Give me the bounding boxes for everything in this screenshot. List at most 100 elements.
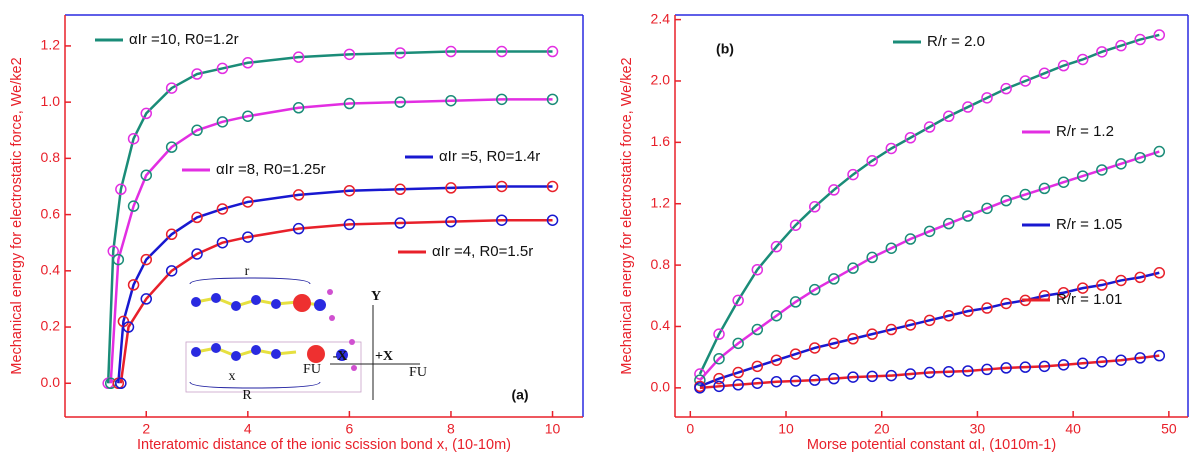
- y-tick-label: 1.2: [651, 194, 671, 210]
- x-tick-label: 0: [686, 421, 694, 437]
- data-point: [1076, 53, 1089, 66]
- data-point: [828, 184, 840, 196]
- data-point: [828, 273, 840, 285]
- data-point: [1115, 354, 1127, 366]
- data-point: [292, 51, 305, 63]
- data-point: [1096, 46, 1108, 58]
- data-point: [1134, 352, 1146, 364]
- data-point: [1019, 75, 1032, 87]
- data-point: [140, 107, 153, 120]
- data-point: [942, 309, 955, 322]
- legend-label: αIr =5, R0=1.4r: [439, 148, 540, 165]
- data-point: [1057, 359, 1070, 371]
- inset-diagram: [185, 277, 420, 400]
- data-point: [942, 110, 955, 123]
- data-point: [1096, 164, 1108, 176]
- data-point: [495, 180, 508, 193]
- y-tick-label: 0.0: [651, 379, 671, 395]
- annotation: x: [229, 369, 236, 384]
- data-point: [751, 377, 764, 389]
- data-point: [713, 380, 725, 393]
- data-point: [394, 96, 406, 108]
- data-point: [546, 93, 559, 106]
- data-point: [828, 372, 840, 385]
- data-point: [1076, 282, 1089, 294]
- data-point: [962, 101, 974, 113]
- data-point: [847, 168, 859, 181]
- annotation: R: [242, 388, 252, 403]
- data-point: [713, 372, 725, 385]
- x-tick-label: 40: [1065, 421, 1081, 437]
- data-point: [1000, 297, 1012, 310]
- data-point: [242, 57, 254, 69]
- data-point: [732, 366, 744, 379]
- series-line: [698, 150, 1160, 382]
- data-point: [495, 45, 508, 58]
- data-point: [923, 314, 936, 327]
- data-point: [1134, 33, 1146, 46]
- y-tick-label: 2.4: [651, 10, 671, 26]
- data-point: [140, 293, 153, 305]
- data-point: [866, 155, 878, 167]
- data-point: [127, 132, 140, 145]
- data-point: [343, 48, 356, 61]
- data-point: [1000, 362, 1012, 374]
- data-point: [140, 253, 153, 266]
- data-point: [165, 82, 178, 94]
- data-point: [923, 225, 936, 238]
- data-point: [789, 348, 802, 360]
- data-point: [942, 365, 955, 378]
- data-point: [546, 180, 559, 193]
- annotation: +X: [375, 349, 393, 364]
- annotation: Y: [371, 289, 381, 304]
- annotation: (b): [716, 41, 734, 57]
- x-tick-label: 10: [545, 421, 561, 437]
- legend-label: R/r = 1.2: [1056, 123, 1114, 140]
- data-point: [191, 68, 203, 80]
- data-point: [1153, 349, 1166, 362]
- data-point: [445, 45, 457, 58]
- y-tick-label: 1.0: [41, 93, 61, 109]
- data-point: [1057, 59, 1070, 72]
- data-point: [343, 97, 356, 110]
- data-point: [770, 375, 783, 388]
- data-point: [866, 328, 878, 340]
- data-point: [191, 211, 203, 224]
- y-axis-label: Mechanical energy for electrostatic forc…: [619, 57, 635, 374]
- legend-label: R/r = 1.01: [1056, 291, 1122, 308]
- data-point: [1038, 67, 1051, 80]
- annotation: r: [245, 264, 250, 279]
- data-point: [847, 262, 859, 274]
- data-point: [694, 382, 706, 394]
- data-point: [981, 363, 993, 376]
- data-point: [808, 201, 821, 213]
- y-tick-label: 0.2: [41, 318, 61, 334]
- data-point: [1153, 267, 1166, 279]
- data-point: [394, 217, 406, 229]
- data-point: [112, 253, 125, 266]
- data-point: [808, 374, 821, 386]
- series-line: [699, 271, 1160, 388]
- data-point: [1134, 151, 1146, 164]
- data-point: [292, 102, 305, 114]
- data-point: [292, 189, 305, 201]
- data-point: [445, 94, 457, 107]
- data-point: [343, 184, 356, 197]
- data-point: [216, 62, 229, 75]
- data-point: [1000, 194, 1012, 207]
- y-tick-label: 0.4: [41, 262, 61, 278]
- data-point: [292, 222, 305, 235]
- data-point: [546, 214, 559, 226]
- y-tick-label: 0.0: [41, 374, 61, 390]
- data-point: [1134, 271, 1146, 284]
- data-point: [127, 279, 140, 291]
- data-point: [343, 218, 356, 231]
- x-tick-label: 20: [874, 421, 890, 437]
- data-point: [1076, 170, 1089, 182]
- data-point: [885, 323, 898, 336]
- data-point: [1115, 158, 1127, 170]
- data-point: [1115, 39, 1127, 52]
- y-tick-label: 0.6: [41, 205, 61, 221]
- data-point: [1076, 357, 1089, 370]
- data-point: [1000, 82, 1012, 95]
